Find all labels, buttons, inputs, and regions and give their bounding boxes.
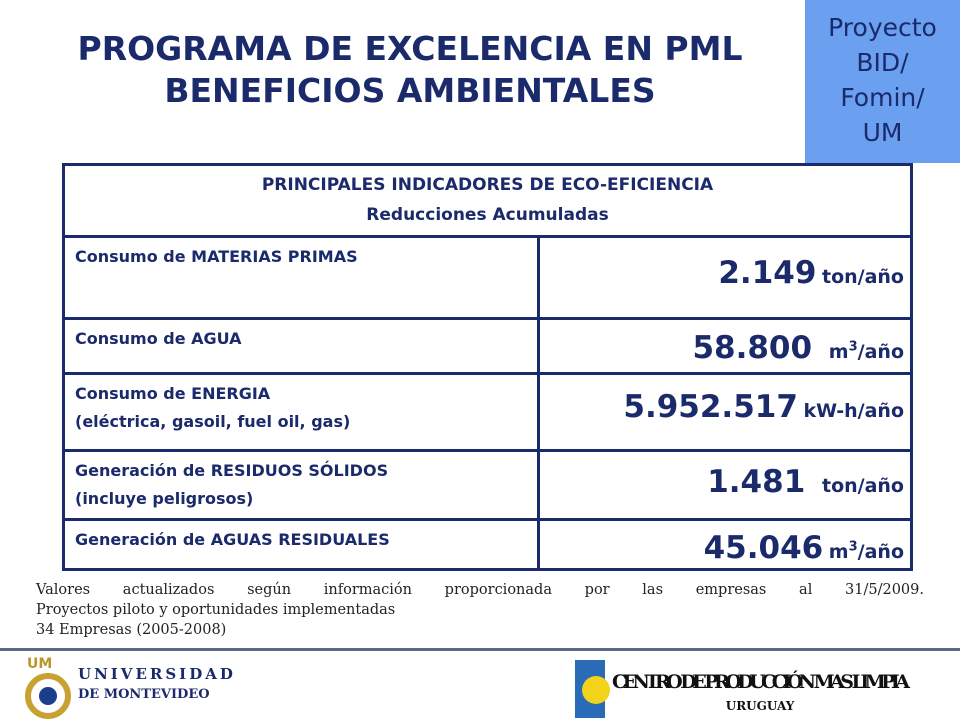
label-line: Consumo de AGUA <box>75 329 242 348</box>
um-line: UNIVERSIDAD <box>78 665 236 683</box>
row-label: Generación de AGUAS RESIDUALES <box>62 518 540 571</box>
unit-sup: 3 <box>848 339 858 355</box>
label-line: Generación de AGUAS RESIDUALES <box>75 530 390 549</box>
row-value: 58.800 m3/año <box>537 317 913 375</box>
row-label: Consumo de ENERGIA (eléctrica, gasoil, fu… <box>62 372 540 452</box>
cpml-sun <box>582 676 610 704</box>
table-header: PRINCIPALES INDICADORES DE ECO-EFICIENCI… <box>62 163 913 238</box>
label-line: (incluye peligrosos) <box>75 489 254 508</box>
unit-rest: /año <box>857 341 904 363</box>
value: 2.149 <box>718 255 817 291</box>
value: 1.481 <box>707 464 806 500</box>
title-line: BENEFICIOS AMBIENTALES <box>164 71 656 110</box>
unit-rest: /año <box>857 541 904 563</box>
value: 5.952.517 <box>623 389 798 425</box>
unit-base: m <box>828 341 849 363</box>
value: 45.046 <box>703 530 824 566</box>
row-label: Generación de RESIDUOS SÓLIDOS (incluye p… <box>62 449 540 521</box>
unit: ton/año <box>821 266 904 288</box>
row-label: Consumo de AGUA <box>62 317 540 375</box>
title: PROGRAMA DE EXCELENCIA EN PML BENEFICIOS… <box>20 28 800 112</box>
row-value: 2.149 ton/año <box>537 235 913 320</box>
unit: ton/año <box>821 475 904 497</box>
note: Valores actualizados según información p… <box>36 582 924 598</box>
unit: m3/año <box>828 539 904 563</box>
header-line: Reducciones Acumuladas <box>366 205 609 225</box>
note: Proyectos piloto y oportunidades impleme… <box>36 602 396 618</box>
label-line: (eléctrica, gasoil, fuel oil, gas) <box>75 412 351 431</box>
cpml-line: URUGUAY <box>726 699 795 713</box>
cpml-line: CENTRO DE PRODUCCIÓN MAS LIMPIA <box>612 670 910 693</box>
badge-line: Proyecto <box>828 13 937 42</box>
unit-base: m <box>828 541 849 563</box>
unit-sup: 3 <box>848 539 858 555</box>
header-line: PRINCIPALES INDICADORES DE ECO-EFICIENCI… <box>261 175 714 195</box>
label-line: Consumo de ENERGIA <box>75 384 271 403</box>
row-value: 5.952.517 kW-h/año <box>537 372 913 452</box>
value: 58.800 <box>692 330 813 366</box>
indicator-table: PRINCIPALES INDICADORES DE ECO-EFICIENCI… <box>62 163 913 571</box>
note: 34 Empresas (2005-2008) <box>36 622 227 638</box>
row-value: 45.046 m3/año <box>537 518 913 571</box>
um-emblem-core <box>39 687 57 705</box>
unit: kW-h/año <box>803 400 905 422</box>
unit: m3/año <box>828 339 904 363</box>
um-mark: UM <box>27 656 52 672</box>
row-label: Consumo de MATERIAS PRIMAS <box>62 235 540 320</box>
badge-line: UM <box>862 118 903 147</box>
um-line: DE MONTEVIDEO <box>78 687 210 702</box>
notes: Valores actualizados según información p… <box>36 580 924 640</box>
badge-line: Fomin/ <box>840 83 925 112</box>
title-line: PROGRAMA DE EXCELENCIA EN PML <box>77 29 743 68</box>
footer-logos: UM UNIVERSIDAD DE MONTEVIDEO CENTRO DE P… <box>25 656 910 719</box>
row-value: 1.481 ton/año <box>537 449 913 521</box>
label-line: Generación de RESIDUOS SÓLIDOS <box>75 461 389 480</box>
label-line: Consumo de MATERIAS PRIMAS <box>75 247 358 266</box>
um-emblem <box>25 673 71 719</box>
divider <box>0 648 960 651</box>
badge: Proyecto BID/ Fomin/ UM <box>805 0 960 163</box>
badge-line: BID/ <box>856 48 909 77</box>
